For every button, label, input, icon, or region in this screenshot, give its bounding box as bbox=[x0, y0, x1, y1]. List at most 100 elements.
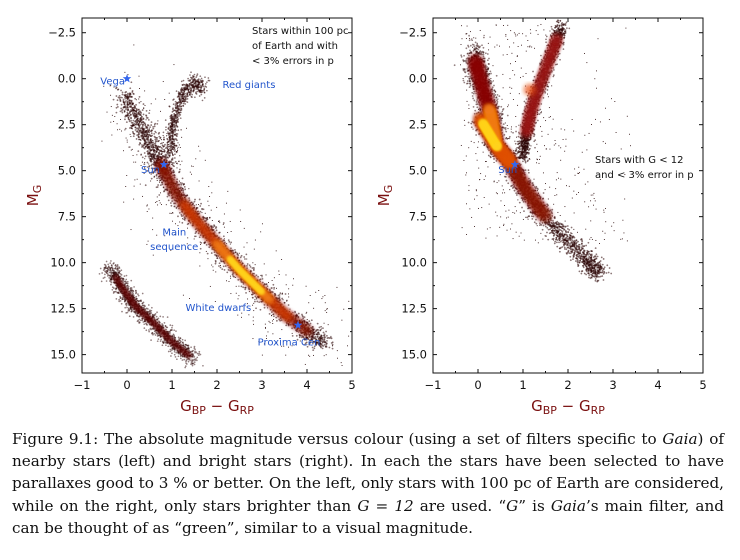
left-white-dwarf-sequence-dot bbox=[133, 286, 135, 288]
left-main-sequence-dot bbox=[130, 104, 132, 107]
left-main-sequence-dot bbox=[322, 327, 324, 330]
left-main-sequence-dot bbox=[132, 123, 134, 126]
left-sparse-star bbox=[268, 282, 270, 283]
left-sparse-star bbox=[211, 220, 213, 222]
left-white-dwarf-sequence-dot bbox=[110, 283, 112, 286]
left-sparse-star bbox=[164, 99, 166, 100]
left-main-sequence-dot bbox=[232, 252, 235, 254]
left-white-dwarf-sequence-dot bbox=[125, 278, 128, 281]
left-sparse-star bbox=[139, 138, 141, 140]
left-giant-branch-dot bbox=[193, 73, 196, 76]
left-white-dwarf-sequence-dot bbox=[109, 262, 112, 264]
left-main-sequence-dot bbox=[165, 188, 167, 191]
left-main-sequence-dot bbox=[194, 235, 196, 238]
left-white-dwarf-sequence-dot bbox=[181, 359, 184, 361]
left-main-sequence-dot bbox=[261, 277, 264, 280]
left-sparse-star bbox=[210, 209, 212, 211]
left-main-sequence-dot bbox=[129, 99, 132, 102]
left-sparse-star bbox=[135, 99, 137, 101]
left-main-sequence-dot bbox=[279, 319, 282, 322]
left-main-sequence-dot bbox=[310, 319, 313, 322]
left-sparse-star bbox=[299, 340, 301, 342]
left-main-sequence-dot bbox=[311, 346, 314, 349]
left-giant-branch-dot bbox=[177, 101, 180, 103]
left-main-sequence-dot bbox=[161, 181, 163, 184]
left-main-sequence-dot bbox=[138, 133, 140, 136]
left-main-sequence-dot bbox=[124, 91, 127, 94]
left-sparse-star bbox=[182, 218, 183, 220]
left-giant-branch-dot bbox=[184, 103, 187, 105]
left-white-dwarf-sequence-dot bbox=[130, 279, 133, 282]
left-main-sequence-dot bbox=[115, 111, 118, 114]
left-sparse-star bbox=[241, 312, 243, 314]
left-sparse-star bbox=[198, 204, 199, 206]
left-white-dwarf-sequence-dot bbox=[99, 267, 102, 270]
left-sparse-star bbox=[178, 160, 180, 162]
left-main-sequence-dot bbox=[175, 206, 178, 209]
left-white-dwarf-sequence-dot bbox=[126, 286, 129, 289]
left-sparse-star bbox=[198, 145, 200, 147]
left-main-sequence-dot bbox=[160, 146, 163, 149]
left-giant-branch-dot bbox=[207, 79, 210, 82]
left-white-dwarf-sequence-dot bbox=[146, 324, 148, 326]
left-white-dwarf-sequence-dot bbox=[136, 315, 138, 317]
left-white-dwarf-sequence-dot bbox=[195, 358, 197, 360]
left-main-sequence-dot bbox=[161, 156, 164, 159]
left-sparse-star bbox=[182, 294, 184, 296]
left-main-sequence-dot bbox=[149, 149, 152, 152]
left-main-sequence-dot bbox=[321, 338, 324, 341]
left-sparse-star bbox=[161, 148, 163, 150]
left-sparse-star bbox=[133, 185, 135, 187]
left-sparse-star bbox=[176, 148, 178, 150]
left-main-sequence-dot bbox=[148, 165, 150, 168]
left-main-sequence-dot bbox=[152, 127, 155, 130]
left-main-sequence-dot bbox=[281, 297, 284, 300]
left-white-dwarf-sequence-dot bbox=[156, 311, 158, 314]
left-main-sequence-dot bbox=[134, 126, 137, 129]
left-sparse-star bbox=[265, 327, 266, 329]
left-sparse-star bbox=[295, 329, 297, 331]
left-main-sequence-dot bbox=[221, 268, 224, 271]
left-sparse-star bbox=[187, 237, 189, 239]
left-main-sequence-dot bbox=[159, 137, 162, 140]
left-white-dwarf-sequence-dot bbox=[179, 353, 182, 356]
left-white-dwarf-sequence-dot bbox=[142, 321, 145, 323]
left-sparse-star bbox=[285, 274, 287, 276]
left-sparse-star bbox=[267, 307, 269, 309]
left-white-dwarf-sequence-dot bbox=[177, 351, 179, 354]
left-white-dwarf-sequence-dot bbox=[156, 332, 159, 334]
left-giant-branch-dot bbox=[174, 106, 177, 109]
left-white-dwarf-sequence-dot bbox=[117, 292, 120, 294]
left-sparse-star bbox=[206, 240, 208, 242]
left-main-sequence-dot bbox=[301, 313, 303, 316]
left-sparse-star bbox=[252, 304, 254, 306]
left-main-sequence-dot bbox=[142, 135, 145, 138]
left-white-dwarf-sequence-dot bbox=[100, 280, 103, 283]
left-sparse-star bbox=[261, 354, 263, 356]
left-sparse-star bbox=[313, 307, 315, 309]
left-main-sequence-dot bbox=[128, 105, 131, 108]
left-main-sequence-dot bbox=[150, 164, 153, 167]
left-giant-branch-dot bbox=[166, 143, 169, 146]
left-sparse-star bbox=[181, 160, 183, 162]
left-main-sequence-dot bbox=[138, 111, 140, 113]
left-main-sequence-dot bbox=[156, 122, 159, 125]
left-main-sequence-dot bbox=[226, 271, 229, 274]
left-main-sequence-dot bbox=[137, 108, 140, 111]
left-sparse-star bbox=[282, 299, 284, 301]
left-main-sequence-dot bbox=[146, 169, 149, 172]
left-sparse-star bbox=[162, 134, 164, 136]
left-main-sequence-dot bbox=[243, 256, 246, 258]
left-white-dwarf-sequence-dot bbox=[190, 346, 192, 349]
left-white-dwarf-sequence-dot bbox=[111, 266, 114, 268]
left-main-sequence-dot bbox=[158, 135, 161, 138]
left-white-dwarf-sequence-dot bbox=[169, 332, 171, 334]
left-sparse-star bbox=[212, 269, 214, 271]
left-main-sequence-dot bbox=[163, 189, 166, 192]
left-white-dwarf-sequence-dot bbox=[171, 348, 174, 350]
left-sparse-star bbox=[260, 274, 262, 276]
left-giant-branch-dot bbox=[202, 85, 205, 88]
left-white-dwarf-sequence-dot bbox=[129, 307, 132, 310]
left-giant-branch-dot bbox=[175, 144, 178, 147]
left-sparse-star bbox=[247, 298, 249, 300]
